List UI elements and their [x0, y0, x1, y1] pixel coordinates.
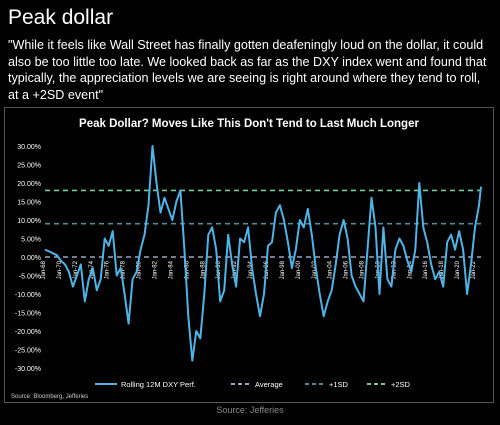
x-tick-label: Jan-18	[439, 260, 445, 279]
legend-label: +2SD	[391, 380, 411, 389]
x-tick-label: Jan-98	[280, 260, 286, 279]
reference-lines	[45, 189, 481, 258]
x-tick-label: Jan-00	[296, 260, 302, 279]
y-tick-label: -20.00%	[15, 329, 41, 336]
y-tick-label: -10.00%	[15, 292, 41, 299]
y-tick-label: -30.00%	[15, 366, 41, 373]
x-tick-label: Jan-70	[57, 260, 63, 279]
x-tick-label: Jan-78	[121, 260, 127, 279]
x-tick-label: Jan-12	[391, 260, 397, 279]
x-tick-label: Jan-82	[152, 260, 158, 279]
y-tick-label: 25.00%	[17, 163, 41, 170]
x-tick-label: Jan-22	[471, 260, 477, 279]
series-layer	[44, 145, 482, 362]
y-tick-label: 15.00%	[17, 200, 41, 207]
series-line-dxy	[44, 145, 482, 362]
x-tick-label: Jan-88	[200, 260, 206, 279]
y-tick-label: 10.00%	[17, 218, 41, 225]
y-tick-label: 5.00%	[21, 237, 41, 244]
x-tick-label: Jan-94	[248, 260, 254, 279]
x-tick-label: Jan-90	[216, 260, 222, 279]
x-tick-label: Jan-72	[73, 260, 79, 279]
chart-source: Source: Bloomberg, Jefferies	[11, 394, 88, 400]
x-tick-label: Jan-80	[137, 260, 143, 279]
x-tick-label: Jan-92	[232, 260, 238, 279]
y-tick-label: -5.00%	[19, 274, 41, 281]
y-tick-label: 30.00%	[17, 144, 41, 151]
x-tick-label: Jan-68	[41, 260, 47, 279]
x-tick-label: Jan-08	[360, 260, 366, 279]
y-axis: 30.00% 25.00% 20.00% 15.00% 10.00% 5.00% 0.00%…	[15, 144, 41, 373]
x-tick-label: Jan-20	[455, 260, 461, 279]
legend: Rolling 12M DXY Perf. Average +1SD +2SD	[95, 380, 411, 389]
x-tick-label: Jan-06	[344, 260, 350, 279]
y-tick-label: -15.00%	[15, 311, 41, 318]
page-title: Peak dollar	[8, 6, 114, 29]
x-tick-label: Jan-16	[423, 260, 429, 279]
x-tick-label: Jan-76	[105, 260, 111, 279]
dxy-line-chart: Peak Dollar? Moves Like This Don't Tend …	[11, 118, 482, 400]
chart-title: Peak Dollar? Moves Like This Don't Tend …	[79, 118, 419, 130]
x-tick-label: Jan-84	[168, 260, 174, 279]
y-tick-label: -25.00%	[15, 348, 41, 355]
x-tick-label: Jan-02	[312, 260, 318, 279]
chart-frame: Peak Dollar? Moves Like This Don't Tend …	[4, 107, 494, 403]
x-tick-label: Jan-04	[328, 260, 334, 279]
quote-text: "While it feels like Wall Street has fin…	[8, 38, 487, 102]
footer-source: Source: Jefferies	[216, 405, 284, 415]
x-tick-label: Jan-86	[184, 260, 190, 279]
legend-label: Average	[255, 380, 283, 389]
legend-label: +1SD	[329, 380, 349, 389]
y-tick-label: 20.00%	[17, 181, 41, 188]
legend-label: Rolling 12M DXY Perf.	[121, 380, 196, 389]
y-tick-label: 0.00%	[21, 255, 41, 262]
